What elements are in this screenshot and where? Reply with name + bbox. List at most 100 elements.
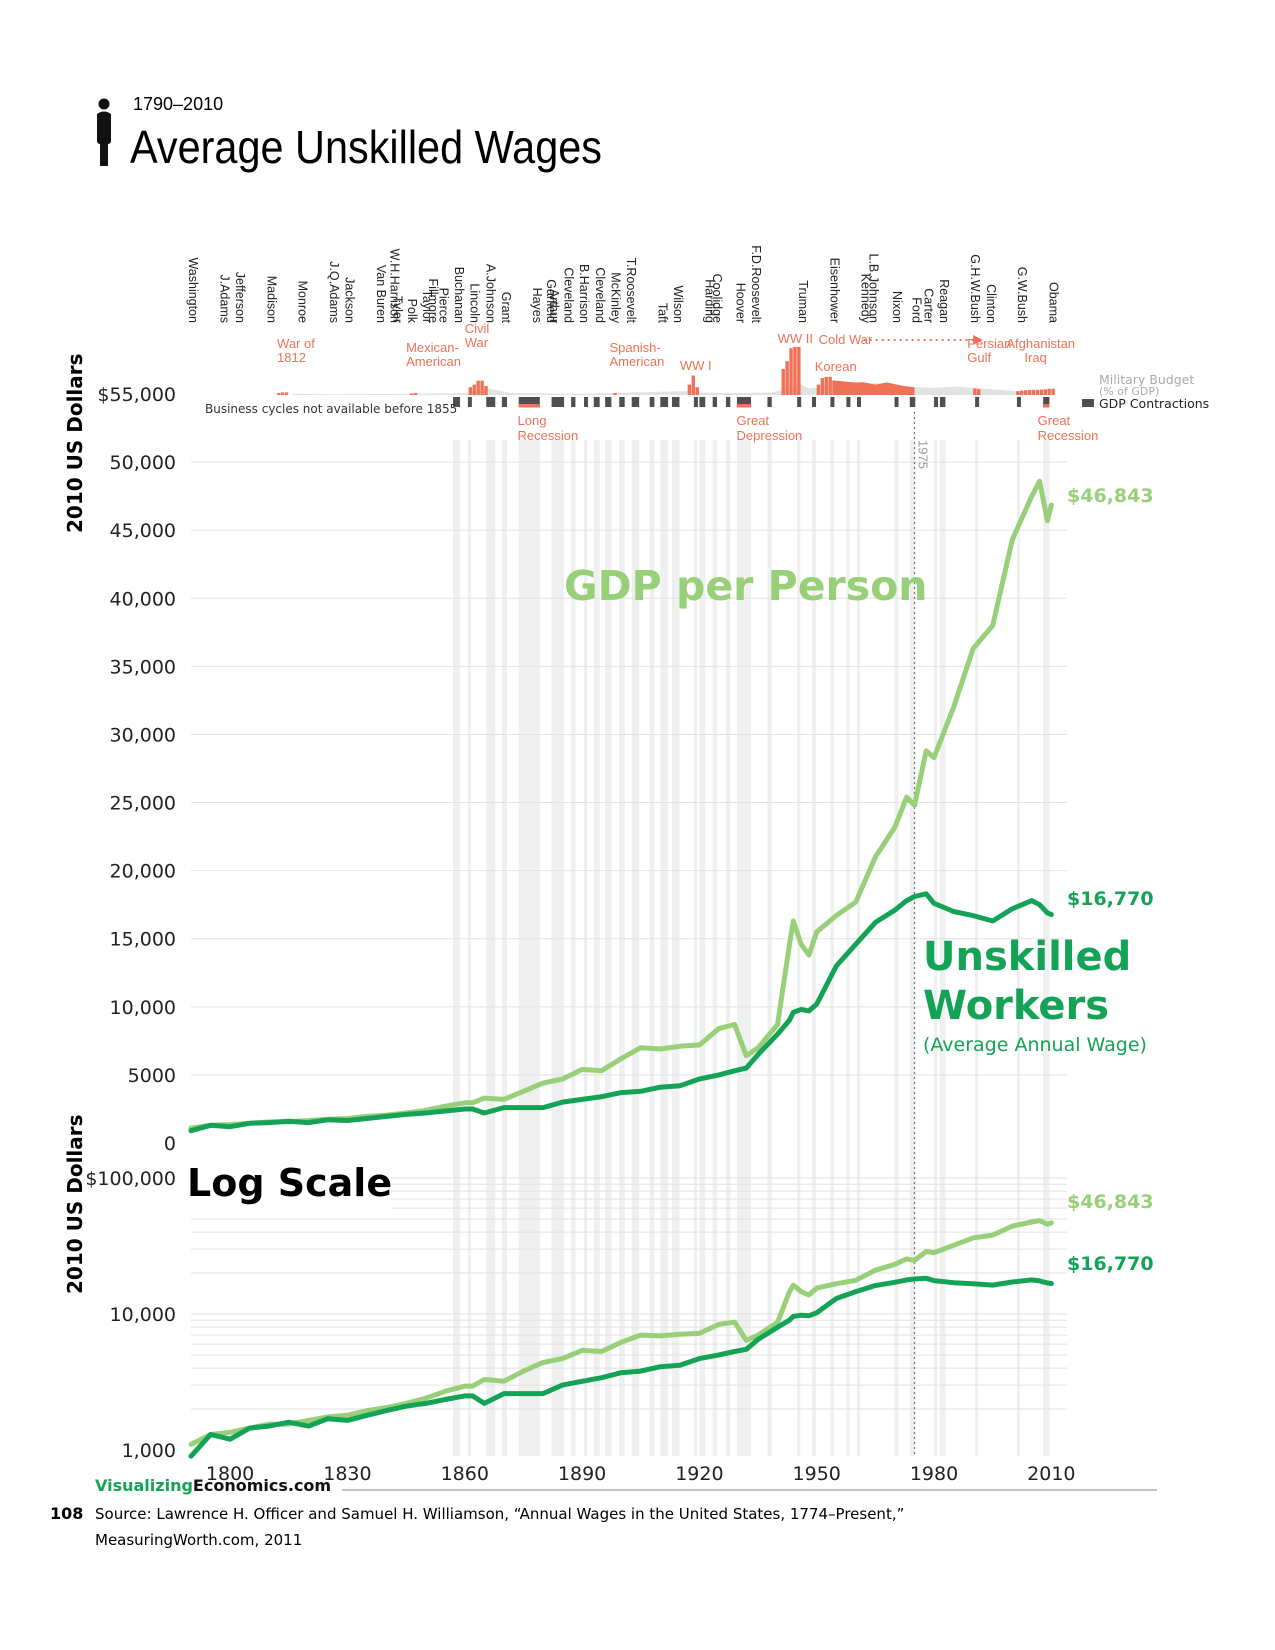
war-budget-bar <box>1043 389 1047 395</box>
president-name: Clinton <box>984 284 998 323</box>
president-name: G.H.W.Bush <box>968 254 982 323</box>
war-budget-bar <box>1020 390 1024 395</box>
contraction-band <box>934 440 938 1456</box>
gdp-contraction-bar <box>584 397 589 407</box>
contraction-band <box>846 440 850 1456</box>
recession-highlight <box>518 404 540 408</box>
contraction-band <box>767 440 772 1456</box>
end-label-gdp-log: $46,843 <box>1067 1191 1154 1213</box>
recession-highlight <box>1043 404 1050 408</box>
war-label: American <box>406 354 461 369</box>
x-tick-label: 2010 <box>1027 1463 1075 1485</box>
y-axis-title-log: 2010 US Dollars <box>63 1114 87 1294</box>
cold-war-arrowhead <box>973 335 983 345</box>
president-name: G.W.Bush <box>1015 267 1029 323</box>
y-axis-log: 1,000 10,000 $100,000 <box>85 1168 176 1462</box>
page-number: 108 <box>50 1504 83 1523</box>
x-tick-label: 1860 <box>441 1463 489 1485</box>
y-tick-label-linear: 10,000 <box>110 997 176 1019</box>
y-tick-label-linear: 15,000 <box>110 929 176 951</box>
gdp-contraction-bar <box>736 397 752 407</box>
gdp-contraction-bar <box>486 397 496 407</box>
contraction-band <box>649 440 655 1456</box>
gdp-contractions-swatch <box>1082 399 1094 407</box>
president-name: Grant <box>499 292 513 324</box>
gdp-contraction-bar <box>1043 397 1050 407</box>
president-name: Taylor <box>420 290 434 323</box>
marker-1975-label: 1975 <box>915 440 930 469</box>
gdp-contraction-bar <box>846 397 851 407</box>
contraction-band <box>856 440 861 1456</box>
recession-label: Great <box>737 413 770 428</box>
president-name: Buchanan <box>452 267 466 323</box>
gdp-contraction-bar <box>934 397 939 407</box>
y-tick-label-linear: 0 <box>164 1133 176 1155</box>
war-budget-bar <box>280 392 285 395</box>
war-label: War of <box>277 336 315 351</box>
header: 1790–2010 Average Unskilled Wages <box>97 94 602 173</box>
war-label: American <box>609 354 664 369</box>
war-budget-bar <box>797 346 801 395</box>
log-scale-label-bg <box>183 1157 391 1209</box>
gdp-contraction-bar <box>939 397 946 407</box>
contraction-band <box>1016 440 1020 1456</box>
cold-war-budget-area <box>832 380 915 395</box>
contraction-band <box>486 440 496 1456</box>
contraction-band <box>812 440 816 1456</box>
marker-1975-line: 1975 <box>913 412 930 1456</box>
contraction-band <box>1043 440 1050 1456</box>
source-line-1: Source: Lawrence H. Officer and Samuel H… <box>95 1505 904 1523</box>
war-budget-bar <box>1047 388 1051 395</box>
contraction-band <box>605 440 612 1456</box>
president-name: Polk <box>405 299 419 324</box>
gdp-contraction-bar <box>699 397 706 407</box>
president-name: Cleveland <box>593 267 607 323</box>
gdp-contraction-bar <box>725 397 731 407</box>
president-name: Wilson <box>671 285 685 323</box>
war-budget-bar <box>1023 390 1028 395</box>
war-budget-bar <box>484 385 488 395</box>
contraction-band <box>571 440 576 1456</box>
war-budget-bar <box>1031 389 1036 395</box>
y-tick-label-linear: 25,000 <box>110 793 176 815</box>
gdp-contractions-label: GDP Contractions <box>1099 396 1209 411</box>
recession-label: Depression <box>737 428 803 443</box>
contraction-band <box>830 440 834 1456</box>
gdp-contraction-bar <box>767 397 772 407</box>
chart-subtitle: 1790–2010 <box>133 94 223 114</box>
war-budget-bar <box>480 380 484 395</box>
president-name: A.Johnson <box>483 264 497 323</box>
war-budget-bar <box>472 384 476 395</box>
linear-series <box>188 478 1054 1134</box>
gdp-contraction-bar <box>856 397 861 407</box>
business-cycles-note: Business cycles not available before 185… <box>205 402 457 416</box>
war-budget-bar <box>413 393 418 395</box>
end-label-wage-log: $16,770 <box>1067 1253 1154 1275</box>
president-name: Monroe <box>296 281 310 323</box>
gdp-contraction-bar <box>909 397 916 407</box>
president-name: J.Q.Adams <box>327 261 341 323</box>
y-tick-label-linear: 35,000 <box>110 656 176 678</box>
gdp-series-label: GDP per Person <box>564 562 928 610</box>
war-budget-bar <box>687 384 692 395</box>
x-tick-label: 1920 <box>675 1463 723 1485</box>
contraction-band <box>551 440 565 1456</box>
gdp-contraction-bar <box>467 397 472 407</box>
president-name: McKinley <box>608 272 622 323</box>
wage-line-linear <box>188 891 1054 1134</box>
war-budget-bar <box>828 376 832 395</box>
brand-logo: VisualizingEconomics.com <box>95 1476 331 1495</box>
war-budget-bar <box>789 348 793 395</box>
y-tick-label-log: 1,000 <box>122 1440 176 1462</box>
war-label: Spanish- <box>609 340 660 355</box>
war-budget-bar <box>695 387 699 395</box>
wage-line-log <box>188 1275 1054 1459</box>
war-budget-bar <box>476 380 480 395</box>
president-name: Carter <box>921 288 935 323</box>
gdp-contraction-bar <box>672 397 680 407</box>
war-budget-bar <box>613 393 617 395</box>
military-budget-label: Military Budget <box>1099 372 1194 387</box>
war-label: WW II <box>778 331 813 346</box>
president-name: Ford <box>910 297 924 323</box>
